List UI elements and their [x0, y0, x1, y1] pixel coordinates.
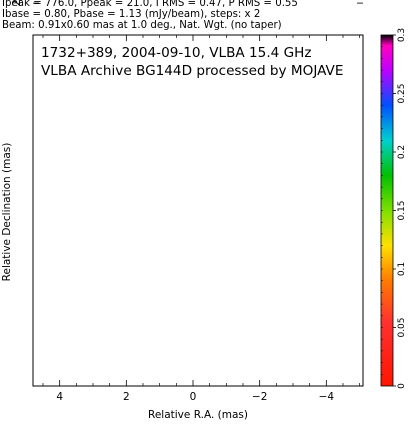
- header-line-1: Ipeak = 776.0, Ppeak = 21.0, I RMS = 0.4…: [2, 0, 298, 9]
- colorbar-tick-label: 0.2: [397, 145, 407, 159]
- axes-layer: 420−2−420−2−4−6: [11, 0, 363, 403]
- chart-title: 1732+389, 2004-09-10, VLBA 15.4 GHz: [41, 45, 312, 61]
- core-contour: [135, 0, 252, 10]
- x-tick-label: 2: [123, 391, 130, 403]
- data-layer: [40, 0, 360, 16]
- core-contour: [140, 0, 247, 3]
- x-axis-label: Relative R.A. (mas): [148, 409, 248, 421]
- header-line-2: Ibase = 0.80, Pbase = 1.13 (mJy/beam), s…: [2, 9, 261, 20]
- colorbar-tick-label: 0.3: [397, 28, 407, 42]
- colorbar-tick-label: 0.05: [397, 317, 407, 337]
- colorbar-tick-label: 0.25: [397, 83, 407, 103]
- x-tick-label: −2: [252, 391, 267, 403]
- y-tick-label: 2: [11, 0, 23, 6]
- colorbar-ticks: 0 0.05 0.1 0.15 0.2 0.25 0.3: [381, 28, 407, 389]
- x-tick-label: −4: [319, 391, 335, 403]
- chart-subtitle: VLBA Archive BG144D processed by MOJAVE: [41, 63, 343, 79]
- colorbar-tick-label: 0.1: [397, 262, 407, 276]
- x-tick-label: 4: [56, 391, 63, 403]
- y-axis-label: Relative Declination (mas): [1, 143, 13, 282]
- colorbar-tick-label: 0: [397, 383, 407, 389]
- colorbar-tick-label: 0.15: [397, 200, 407, 220]
- plot-frame: [32, 34, 364, 387]
- x-tick-label: 0: [190, 391, 197, 403]
- header-line-3: Beam: 0.91x0.60 mas at 1.0 deg., Nat. Wg…: [2, 20, 282, 31]
- core-contour: [130, 0, 257, 16]
